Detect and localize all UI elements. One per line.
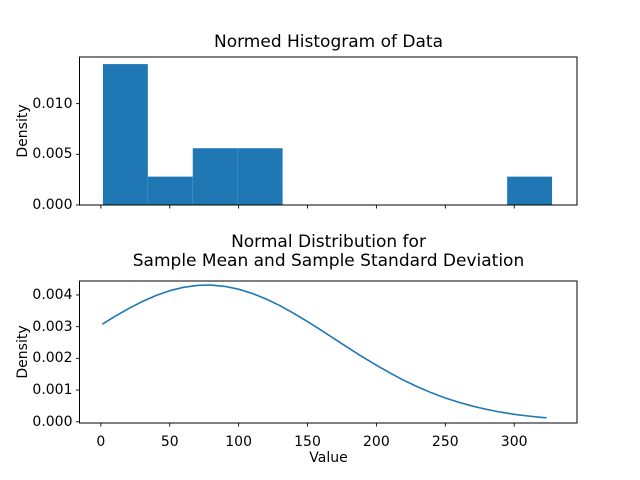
y-tick-label: 0.001 [32,382,73,399]
histogram-bar [237,148,283,205]
curve-xlabel: Value [309,450,348,466]
x-tick-label: 150 [294,434,321,450]
x-tick-label: 100 [225,434,252,450]
y-tick-label: 0.000 [32,413,73,430]
x-tick-label: 0 [96,434,106,450]
axes-spines [79,280,578,424]
curve-ylabel: Density [15,325,31,379]
x-tick-label: 250 [431,434,459,450]
axes-spines [79,56,578,206]
curve-title-line2: Sample Mean and Sample Standard Deviatio… [132,250,525,271]
histogram-bar [507,176,553,205]
histogram-bar [102,64,148,206]
histogram-bar [147,176,193,205]
histogram-title: Normed Histogram of Data [214,32,443,52]
y-tick-label: 0.003 [32,318,73,335]
y-tick-label: 0.010 [32,95,73,112]
x-tick-label: 200 [363,434,390,450]
y-tick-label: 0.004 [32,286,73,303]
y-tick-label: 0.000 [32,197,73,213]
histogram-ylabel: Density [15,104,31,158]
y-tick-label: 0.005 [32,146,73,163]
y-tick-label: 0.002 [32,350,73,367]
x-tick-label: 300 [500,434,528,450]
curve-title-line1: Normal Distribution for [231,232,426,252]
x-tick-label: 50 [160,434,179,450]
histogram-bar [192,148,238,205]
curve-title: Normal Distribution for Sample Mean and … [80,233,577,270]
density-curve [102,284,547,419]
